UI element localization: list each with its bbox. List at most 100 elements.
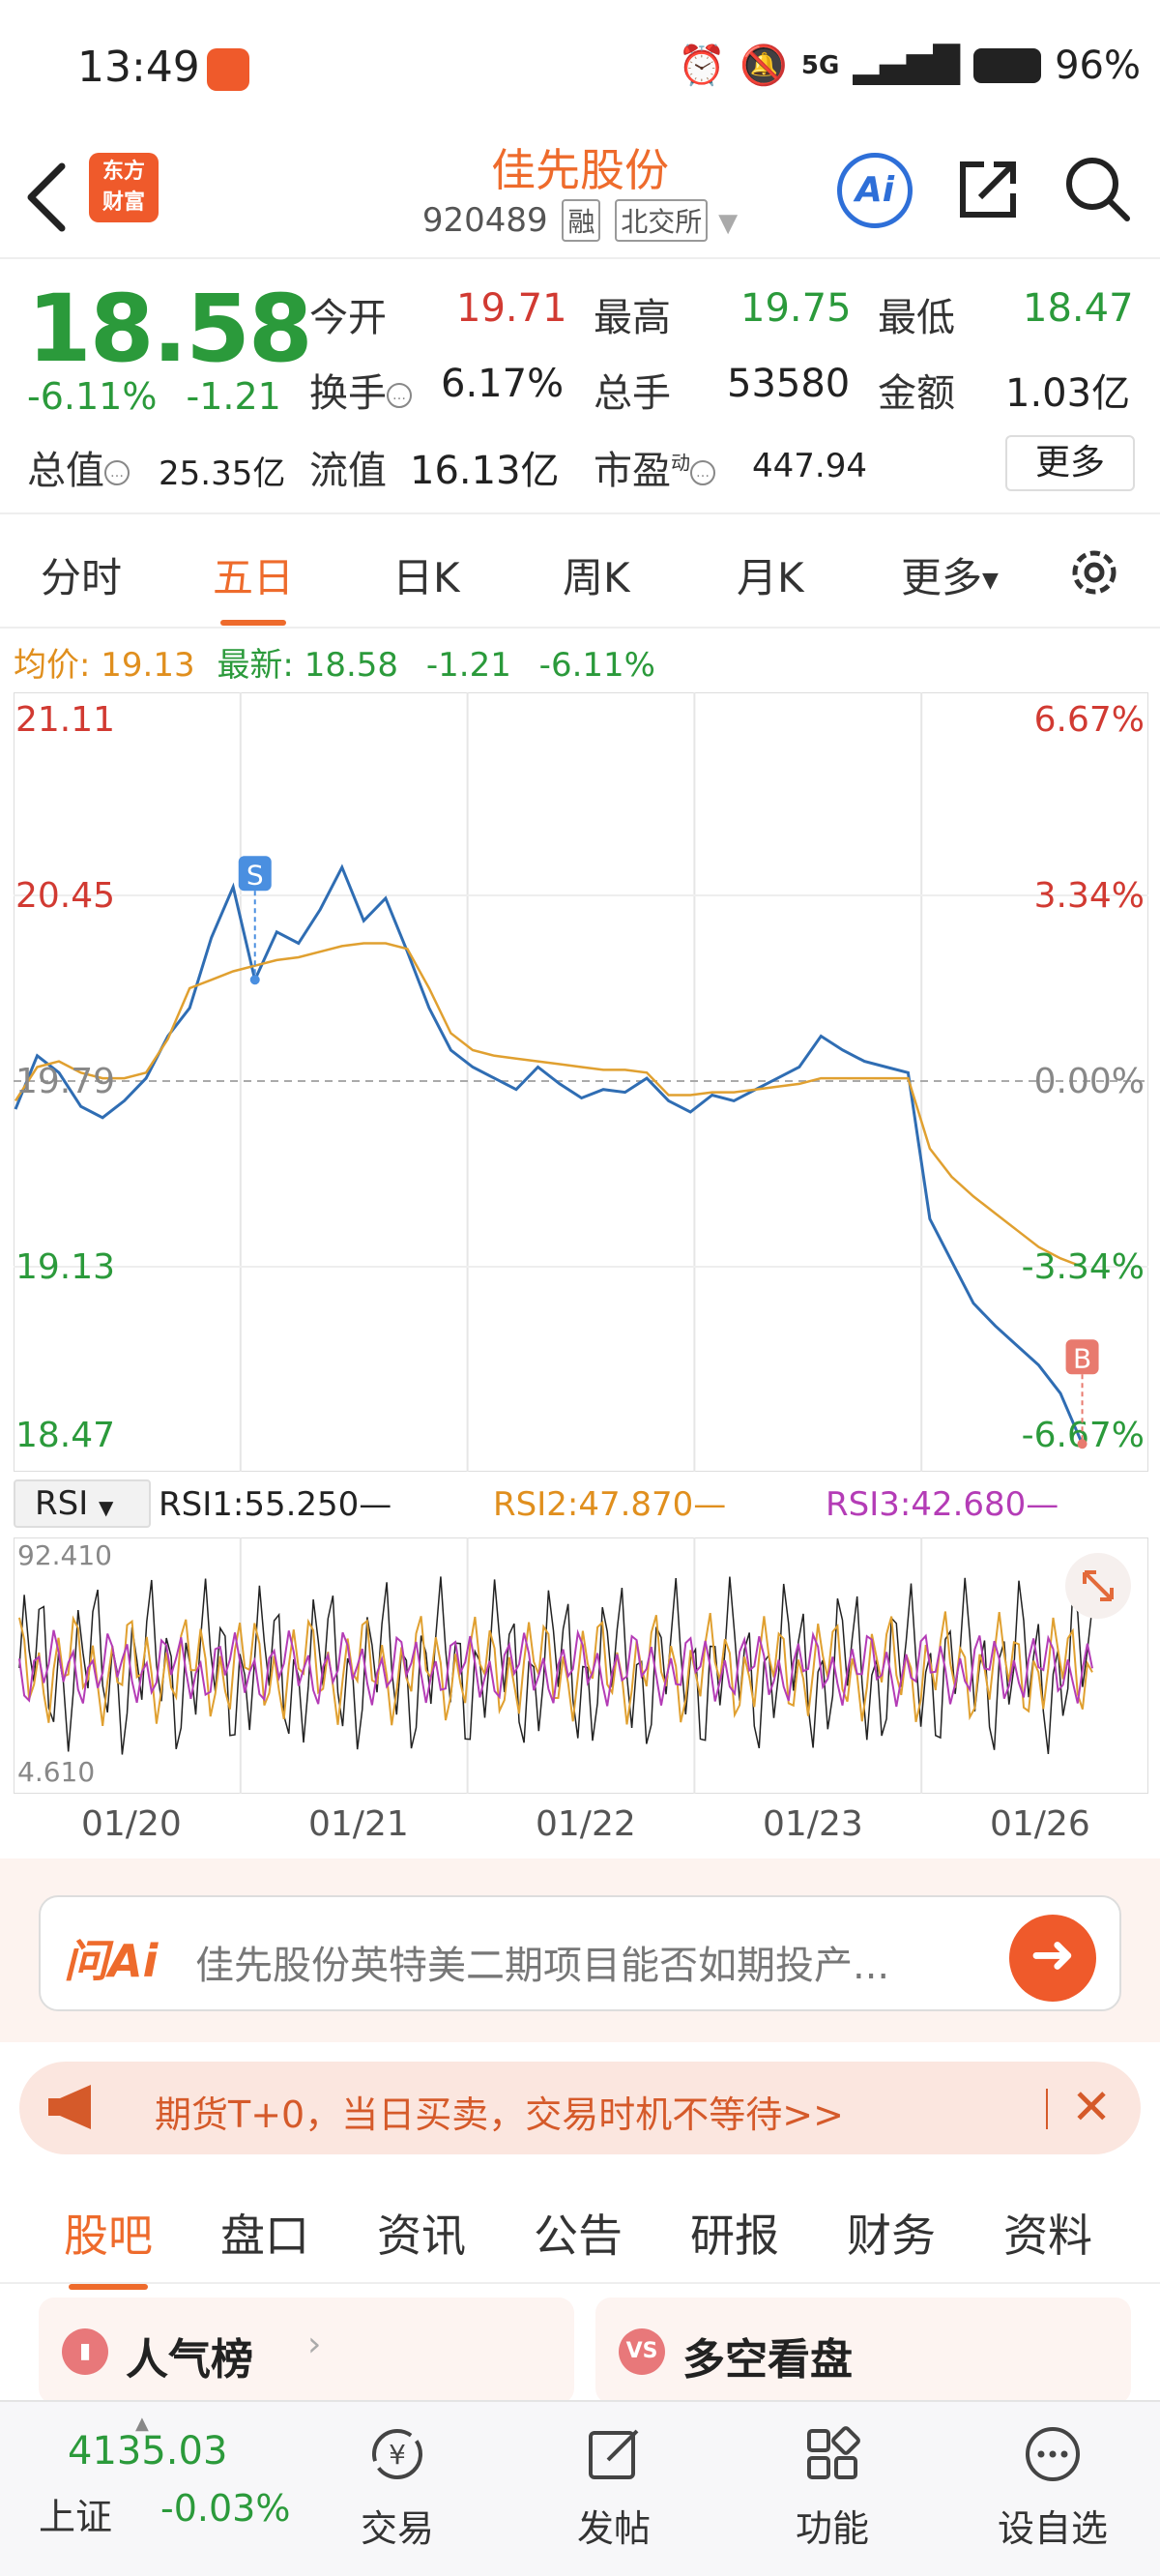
stock-code: 920489 [421, 201, 548, 240]
y-axis-left-tick: 20.45 [15, 876, 115, 916]
tab-financials[interactable]: 财务 [847, 2210, 936, 2262]
mute-icon: 🔕 [740, 44, 788, 88]
indicator-selector[interactable]: RSI ▼ [14, 1479, 151, 1528]
index-change: -0.03% [160, 2487, 291, 2530]
change-pct: -6.11% [27, 375, 158, 418]
promo-text: 期货T+0，当日买卖，交易时机不等待>> [155, 2093, 844, 2136]
rsi1-line [18, 1576, 1093, 1755]
more-button[interactable]: 更多 [1005, 435, 1135, 491]
rsi-chart[interactable]: 92.410 4.610 [14, 1537, 1148, 1794]
mktcap-value: 25.35亿 [159, 454, 286, 493]
y-axis-left-tick: 19.13 [15, 1247, 115, 1287]
caret-down-icon: ▼ [99, 1496, 114, 1519]
tab-daily-k[interactable]: 日K [392, 554, 460, 601]
tab-monthly-k[interactable]: 月K [737, 554, 804, 601]
date-tick: 01/22 [536, 1804, 636, 1844]
turnover-label[interactable]: 换手… [309, 362, 412, 418]
megaphone-icon [48, 2085, 91, 2129]
bull-bear-card[interactable]: VS 多空看盘 [595, 2298, 1131, 2404]
rsi-bottom-label: 4.610 [17, 1756, 95, 1788]
expand-icon[interactable] [1065, 1553, 1131, 1619]
avg-series-line [14, 942, 1084, 1269]
date-tick: 01/26 [990, 1804, 1090, 1844]
app-notification-icon [207, 48, 249, 91]
tab-announcements[interactable]: 公告 [534, 2210, 623, 2262]
rsi-top-label: 92.410 [17, 1539, 112, 1571]
high-label: 最高 [594, 296, 671, 340]
amount-value: 1.03亿 [1005, 371, 1131, 416]
y-axis-right-tick: 0.00% [1034, 1062, 1145, 1101]
stock-code-row[interactable]: 920489 融 北交所 ▼ [290, 199, 870, 242]
trade-marker-badge[interactable] [1065, 1339, 1099, 1375]
y-axis-left-tick: 21.11 [15, 700, 115, 740]
index-value[interactable]: 4135.03 [68, 2429, 228, 2474]
tab-forum[interactable]: 股吧 [64, 2201, 153, 2290]
ai-button[interactable]: Ai [837, 153, 913, 228]
y-axis-left-tick: 18.47 [15, 1416, 115, 1455]
trade-marker-label: B [1073, 1342, 1091, 1374]
float-label: 流值 [309, 449, 387, 493]
close-icon[interactable]: ✕ [1071, 2079, 1112, 2135]
y-axis-left-tick: 19.79 [15, 1062, 115, 1101]
edit-icon [589, 2429, 639, 2479]
info-icon: … [104, 460, 130, 485]
status-time: 13:49 [77, 43, 200, 92]
tab-more[interactable]: 更多▼ [901, 554, 999, 601]
price-change: -6.11% -1.21 [27, 375, 281, 418]
mktcap-label[interactable]: 总值… [27, 439, 130, 495]
rsi-legend: RSI ▼ RSI1:55.250— RSI2:47.870— RSI3:42.… [14, 1476, 1148, 1534]
promo-divider [1046, 2089, 1048, 2129]
open-value: 19.71 [456, 286, 567, 331]
app-logo[interactable]: 东方财富 [89, 153, 159, 222]
trade-marker-badge[interactable] [238, 856, 272, 892]
tab-orderbook[interactable]: 盘口 [220, 2210, 309, 2262]
more-dots-icon [1026, 2427, 1080, 2481]
back-icon[interactable] [19, 159, 77, 236]
tab-weekly-k[interactable]: 周K [563, 554, 630, 601]
turnover-value: 6.17% [441, 362, 565, 406]
tab-research[interactable]: 研报 [690, 2210, 779, 2262]
tab-intraday[interactable]: 分时 [41, 554, 123, 601]
pe-label[interactable]: 市盈动… [594, 439, 715, 495]
avg-value: 19.13 [101, 646, 195, 685]
volume-value: 53580 [727, 362, 851, 406]
y-axis-right-tick: -3.34% [1022, 1247, 1145, 1287]
tab-five-day[interactable]: 五日 [213, 545, 294, 626]
nav-post[interactable]: 发帖 [532, 2402, 696, 2576]
popularity-card[interactable]: ▮ 人气榜 › [39, 2298, 574, 2404]
nav-trade[interactable]: ¥ 交易 [315, 2402, 479, 2576]
promo-banner[interactable]: 期货T+0，当日买卖，交易时机不等待>> ✕ [19, 2062, 1141, 2154]
ask-ai-box[interactable]: 问Ai 佳先股份英特美二期项目能否如期投产... ➜ [39, 1895, 1121, 2011]
share-icon[interactable] [955, 155, 1023, 222]
latest-label: 最新: [217, 646, 294, 685]
signal-icon: ▂▄▆█ [853, 45, 961, 85]
open-label: 今开 [309, 296, 387, 340]
nav-add-watchlist[interactable]: 设自选 [971, 2402, 1135, 2576]
date-tick: 01/21 [308, 1804, 409, 1844]
arrow-right-icon[interactable]: ➜ [1009, 1915, 1096, 2002]
bottom-nav: ▲ 4135.03 上证 -0.03% ¥ 交易 发帖 功能 设自选 [0, 2400, 1160, 2576]
float-value: 16.13亿 [410, 449, 560, 493]
rsi3-line [18, 1628, 1093, 1708]
index-name: 上证 [39, 2496, 113, 2538]
pe-value: 447.94 [752, 447, 867, 485]
caret-up-icon: ▲ [135, 2414, 149, 2434]
search-icon[interactable] [1061, 153, 1133, 224]
tab-profile[interactable]: 资料 [1003, 2210, 1092, 2262]
latest-pct: -6.11% [538, 646, 655, 685]
tab-news[interactable]: 资讯 [377, 2210, 466, 2262]
chart-tabs: 分时 五日 日K 周K 月K 更多▼ [0, 516, 1160, 629]
avg-label: 均价: [14, 646, 91, 685]
battery-icon [973, 47, 1042, 83]
trade-marker-dot [1077, 1439, 1088, 1449]
rsi2-value: RSI2:47.870— [493, 1485, 727, 1524]
bar-chart-icon: ▮ [62, 2328, 108, 2375]
chevron-right-icon: › [307, 2325, 322, 2364]
avg-price-line: 均价: 19.13 最新: 18.58 -1.21 -6.11% [14, 638, 655, 686]
high-value: 19.75 [740, 286, 852, 331]
battery-label: 96% [1055, 43, 1141, 88]
five-day-price-chart[interactable]: 21.11 6.67% 20.45 3.34% 19.79 0.00% 19.13 -3.34… [14, 692, 1148, 1472]
nav-functions[interactable]: 功能 [750, 2402, 914, 2576]
settings-gear-icon[interactable] [1065, 543, 1123, 601]
status-bar: 13:49 ⏰ 🔕 5G ▂▄▆█ 96% [0, 0, 1160, 135]
